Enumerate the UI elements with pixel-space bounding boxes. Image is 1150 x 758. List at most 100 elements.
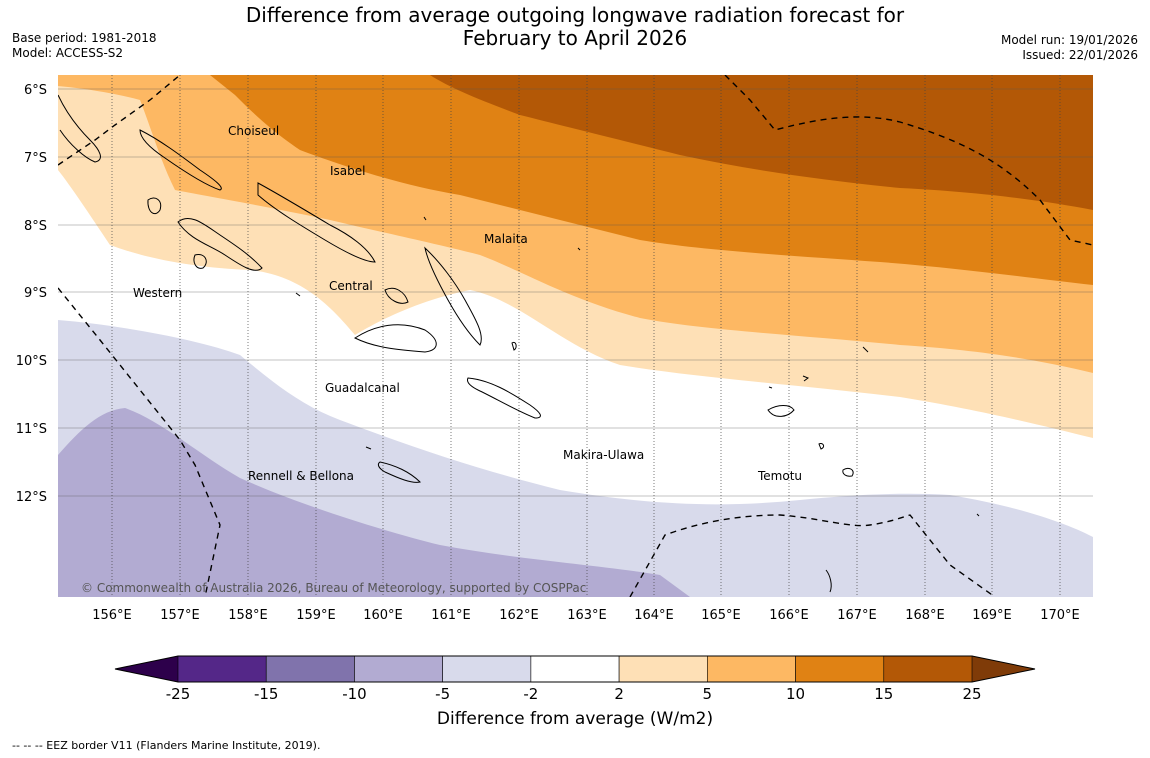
island-guadalcanal bbox=[353, 324, 437, 353]
longitude-label: 156°E bbox=[92, 608, 132, 623]
meta-right: Model run: 19/01/2026 Issued: 22/01/2026 bbox=[1001, 33, 1138, 63]
island-rennell bbox=[377, 461, 421, 483]
longitude-label: 167°E bbox=[837, 608, 877, 623]
latitude-label: 10°S bbox=[16, 354, 47, 369]
latitude-label: 7°S bbox=[24, 151, 47, 166]
longitude-label: 160°E bbox=[363, 608, 403, 623]
colorbar-tick-labels: -25 -15 -10 -5 -2 2 5 10 15 25 bbox=[166, 685, 982, 703]
latitude-label: 11°S bbox=[16, 422, 47, 437]
latitude-label: 12°S bbox=[16, 490, 47, 505]
island-nggela bbox=[384, 287, 409, 304]
island-choiseul bbox=[139, 129, 222, 191]
longitude-label: 164°E bbox=[634, 608, 674, 623]
latitude-labels: 6°S 7°S 8°S 9°S 10°S 11°S 12°S bbox=[16, 83, 47, 505]
meta-left: Base period: 1981-2018 Model: ACCESS-S2 bbox=[12, 31, 157, 61]
model-run: Model run: 19/01/2026 bbox=[1000, 33, 1138, 47]
colorbar-cell bbox=[177, 655, 267, 683]
island-ulawa bbox=[511, 341, 517, 351]
latitude-label: 9°S bbox=[24, 286, 47, 301]
colorbar-outline bbox=[114, 655, 1036, 683]
colorbar-tick-label: -5 bbox=[435, 685, 450, 703]
longitude-label: 163°E bbox=[567, 608, 607, 623]
colorbar-cells bbox=[177, 655, 973, 683]
colorbar-tick-label: -25 bbox=[166, 685, 191, 703]
contour-band-plus15 bbox=[430, 75, 1093, 210]
map-plot-area: Choiseul Isabel Malaita Western Central … bbox=[58, 75, 1093, 597]
colorbar-tick-label: 2 bbox=[614, 685, 624, 703]
colorbar-tick-label: 25 bbox=[962, 685, 981, 703]
latitude-label: 6°S bbox=[24, 83, 47, 98]
colorbar-cell bbox=[530, 655, 620, 683]
colorbar-tick-label: 15 bbox=[874, 685, 893, 703]
latitude-label: 8°S bbox=[24, 219, 47, 234]
longitude-label: 157°E bbox=[160, 608, 200, 623]
base-period: Base period: 1981-2018 bbox=[12, 31, 157, 45]
region-label-rennell-bellona: Rennell & Bellona bbox=[248, 469, 354, 483]
island-makira bbox=[467, 377, 541, 419]
island-bougainville bbox=[58, 94, 101, 163]
island-duff bbox=[862, 346, 869, 353]
island-tinakula bbox=[768, 386, 773, 389]
region-label-western: Western bbox=[133, 286, 182, 300]
longitude-labels: 156°E 157°E 158°E 159°E 160°E 161°E 162°E 163°E… bbox=[92, 608, 1080, 623]
island-vanikoro bbox=[842, 467, 854, 477]
colorbar-cell bbox=[795, 655, 885, 683]
title-line-1: Difference from average outgoing longwav… bbox=[245, 3, 905, 27]
colorbar-cell bbox=[883, 655, 973, 683]
issued-date: Issued: 22/01/2026 bbox=[1022, 48, 1138, 62]
island-rendova bbox=[193, 253, 207, 269]
colorbar-tick-label: -10 bbox=[342, 685, 367, 703]
island-vella-lavella bbox=[147, 197, 162, 215]
island-reef-islands bbox=[802, 375, 810, 382]
title-line-2: February to April 2026 bbox=[462, 26, 688, 50]
colorbar-cell bbox=[265, 655, 355, 683]
longitude-label: 162°E bbox=[499, 608, 539, 623]
island-new-georgia bbox=[177, 217, 263, 271]
contour-band-minus10 bbox=[58, 408, 690, 597]
longitude-label: 161°E bbox=[431, 608, 471, 623]
colorbar: -25 -15 -10 -5 -2 2 5 10 15 25 bbox=[114, 655, 1036, 703]
colorbar-extend-max bbox=[972, 656, 1035, 682]
island-russell bbox=[295, 292, 301, 297]
island-sikaiana bbox=[423, 216, 427, 221]
map-title: Difference from average outgoing longwav… bbox=[0, 4, 1150, 50]
eez-borders bbox=[58, 75, 1093, 597]
longitude-label: 170°E bbox=[1040, 608, 1080, 623]
island-bellona bbox=[365, 446, 372, 450]
island-malaita bbox=[424, 246, 482, 346]
colorbar-tick-label: -2 bbox=[523, 685, 538, 703]
model-name: Model: ACCESS-S2 bbox=[12, 46, 124, 60]
eez-border-north-west bbox=[58, 75, 181, 166]
region-label-guadalcanal: Guadalcanal bbox=[325, 381, 400, 395]
longitude-label: 158°E bbox=[228, 608, 268, 623]
copyright-notice: © Commonwealth of Australia 2026, Bureau… bbox=[81, 581, 586, 595]
colorbar-tick-label: 10 bbox=[786, 685, 805, 703]
longitude-label: 159°E bbox=[296, 608, 336, 623]
eez-border-north-east bbox=[724, 75, 1093, 246]
island-utupua bbox=[818, 443, 825, 450]
colorbar-tick-label: -15 bbox=[254, 685, 279, 703]
island-torres bbox=[825, 569, 832, 593]
coastlines bbox=[58, 94, 980, 593]
island-santa-isabel bbox=[257, 182, 376, 263]
island-anuta bbox=[976, 513, 980, 517]
region-label-makira-ulawa: Makira-Ulawa bbox=[563, 448, 644, 462]
region-label-isabel: Isabel bbox=[330, 164, 365, 178]
longitude-label: 166°E bbox=[769, 608, 809, 623]
region-label-temotu: Temotu bbox=[757, 469, 802, 483]
longitude-label: 165°E bbox=[701, 608, 741, 623]
region-label-choiseul: Choiseul bbox=[228, 124, 279, 138]
colorbar-title: Difference from average (W/m2) bbox=[436, 709, 714, 729]
colorbar-tick-label: 5 bbox=[703, 685, 713, 703]
region-label-malaita: Malaita bbox=[484, 232, 528, 246]
eez-border-west bbox=[58, 287, 221, 597]
island-ontong bbox=[577, 247, 581, 251]
colorbar-cell bbox=[618, 655, 708, 683]
region-label-central: Central bbox=[329, 279, 373, 293]
region-labels: Choiseul Isabel Malaita Western Central … bbox=[133, 124, 802, 483]
eez-border-south bbox=[629, 514, 996, 597]
colorbar-cell bbox=[354, 655, 443, 683]
gridlines bbox=[58, 75, 1093, 597]
colorbar-extend-min bbox=[115, 656, 178, 682]
